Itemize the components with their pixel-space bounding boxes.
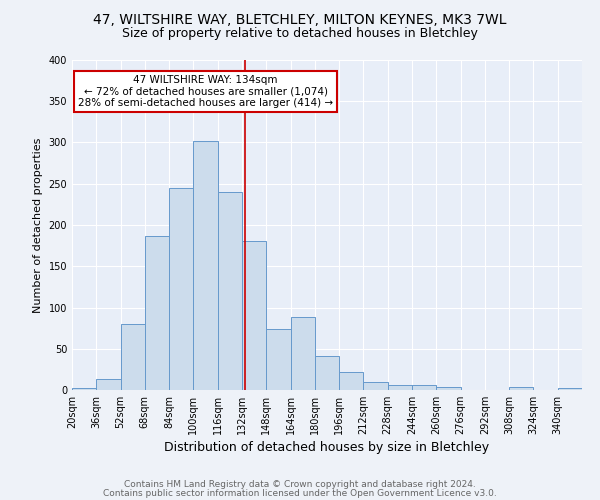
Bar xyxy=(169,188,193,390)
Text: Contains HM Land Registry data © Crown copyright and database right 2024.: Contains HM Land Registry data © Crown c… xyxy=(124,480,476,489)
Text: Contains public sector information licensed under the Open Government Licence v3: Contains public sector information licen… xyxy=(103,488,497,498)
Bar xyxy=(315,356,339,390)
Bar xyxy=(290,318,315,390)
Bar xyxy=(436,386,461,390)
Bar xyxy=(218,192,242,390)
Text: 47 WILTSHIRE WAY: 134sqm
← 72% of detached houses are smaller (1,074)
28% of sem: 47 WILTSHIRE WAY: 134sqm ← 72% of detach… xyxy=(78,75,333,108)
Bar xyxy=(96,380,121,390)
Bar xyxy=(145,236,169,390)
Bar xyxy=(339,372,364,390)
Bar xyxy=(72,388,96,390)
Bar xyxy=(509,386,533,390)
Bar xyxy=(558,388,582,390)
Text: Size of property relative to detached houses in Bletchley: Size of property relative to detached ho… xyxy=(122,28,478,40)
Text: 47, WILTSHIRE WAY, BLETCHLEY, MILTON KEYNES, MK3 7WL: 47, WILTSHIRE WAY, BLETCHLEY, MILTON KEY… xyxy=(93,12,507,26)
X-axis label: Distribution of detached houses by size in Bletchley: Distribution of detached houses by size … xyxy=(164,441,490,454)
Bar xyxy=(121,324,145,390)
Bar xyxy=(412,385,436,390)
Bar xyxy=(242,240,266,390)
Bar xyxy=(364,382,388,390)
Bar xyxy=(266,329,290,390)
Bar xyxy=(388,385,412,390)
Y-axis label: Number of detached properties: Number of detached properties xyxy=(33,138,43,312)
Bar xyxy=(193,141,218,390)
